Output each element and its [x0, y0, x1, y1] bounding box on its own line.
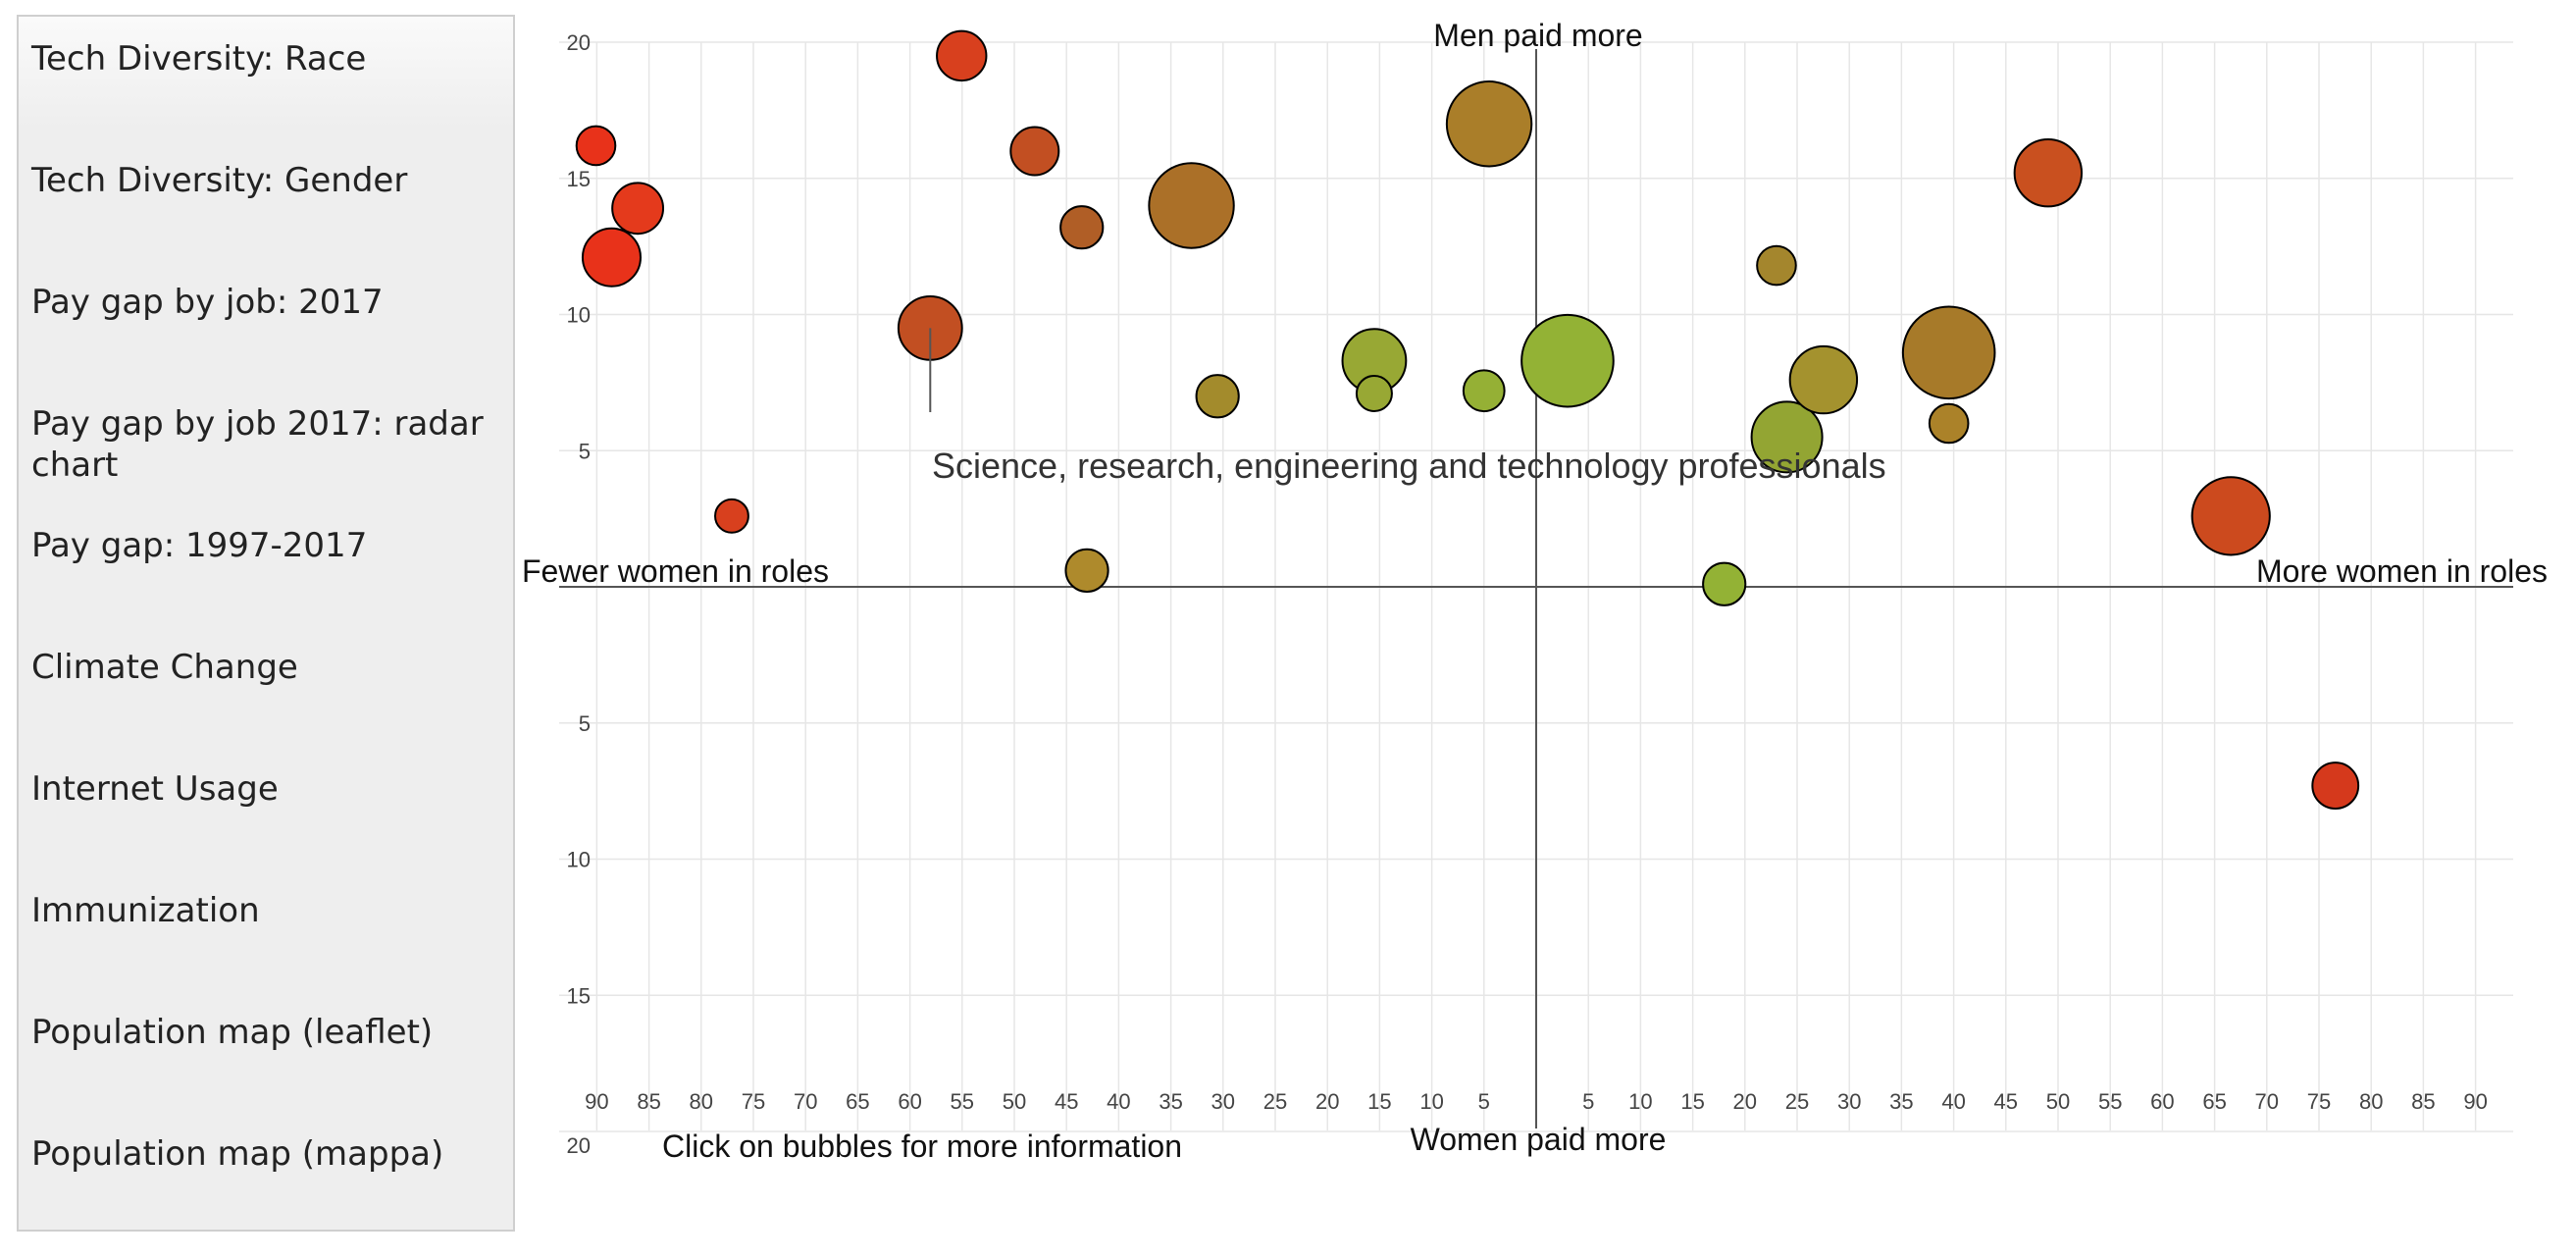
menu-item-immunization[interactable]: Immunization	[31, 891, 260, 930]
bubble[interactable]	[1756, 244, 1797, 287]
x-tick-label: 20	[1315, 1089, 1339, 1114]
bubble[interactable]	[1901, 305, 1996, 400]
x-tick-label: 90	[585, 1089, 608, 1114]
bubble[interactable]	[575, 125, 617, 167]
menu-item-tech-diversity-gender[interactable]: Tech Diversity: Gender	[31, 161, 408, 200]
x-tick-label: 85	[2411, 1089, 2435, 1114]
bubble[interactable]	[1148, 162, 1235, 249]
bubble[interactable]	[1064, 548, 1109, 593]
bubble[interactable]	[1195, 374, 1240, 419]
bubble[interactable]	[1009, 126, 1060, 177]
x-tick-label: 60	[2150, 1089, 2174, 1114]
label-fewer-women: Fewer women in roles	[522, 553, 829, 589]
bubble[interactable]	[1788, 344, 1859, 415]
x-tick-label: 15	[1367, 1089, 1391, 1114]
x-tick-label: 35	[1889, 1089, 1913, 1114]
y-tick-label: 10	[567, 303, 591, 328]
x-tick-label: 80	[2359, 1089, 2383, 1114]
x-tick-label: 15	[1680, 1089, 1704, 1114]
label-men-paid-more: Men paid more	[1433, 18, 1642, 53]
x-tick-label: 25	[1785, 1089, 1809, 1114]
x-tick-label: 45	[1994, 1089, 2018, 1114]
y-tick-label: 20	[567, 1133, 591, 1158]
menu-item-pay-gap-by-job-2017[interactable]: Pay gap by job: 2017	[31, 283, 384, 322]
y-tick-label: 20	[567, 30, 591, 55]
x-tick-label: 50	[1003, 1089, 1026, 1114]
bubble[interactable]	[1445, 80, 1533, 168]
bubble[interactable]	[1520, 313, 1615, 408]
bubble[interactable]	[936, 29, 988, 82]
x-tick-label: 65	[846, 1089, 869, 1114]
menu-item-population-map-mappa[interactable]: Population map (mappa)	[31, 1134, 444, 1174]
bubble[interactable]	[581, 227, 642, 288]
bubble[interactable]	[1702, 561, 1747, 606]
bubble[interactable]	[1750, 400, 1824, 474]
x-tick-label: 40	[1107, 1089, 1130, 1114]
x-tick-label: 55	[951, 1089, 974, 1114]
menu-item-tech-diversity-race[interactable]: Tech Diversity: Race	[31, 39, 367, 79]
y-tick-label: 10	[567, 848, 591, 872]
x-tick-label: 10	[1628, 1089, 1652, 1114]
x-tick-label: 60	[898, 1089, 921, 1114]
x-tick-label: 40	[1941, 1089, 1965, 1114]
x-tick-label: 50	[2046, 1089, 2070, 1114]
bubble[interactable]	[2013, 138, 2084, 208]
x-tick-label: 70	[794, 1089, 817, 1114]
x-tick-label: 90	[2463, 1089, 2487, 1114]
x-tick-label: 65	[2202, 1089, 2226, 1114]
bubble[interactable]	[611, 182, 665, 236]
bubble[interactable]	[2311, 761, 2360, 810]
menu-item-climate-change[interactable]: Climate Change	[31, 648, 298, 687]
hover-category-label: Science, research, engineering and techn…	[932, 446, 1886, 486]
x-tick-label: 25	[1263, 1089, 1287, 1114]
x-tick-label: 75	[742, 1089, 765, 1114]
x-tick-label: 10	[1419, 1089, 1443, 1114]
bubble[interactable]	[714, 498, 749, 534]
bubble[interactable]	[2190, 476, 2271, 556]
x-tick-label: 55	[2098, 1089, 2122, 1114]
y-tick-label: 15	[567, 983, 591, 1008]
bubble[interactable]	[1059, 205, 1105, 250]
bubble[interactable]	[1355, 374, 1393, 412]
sidebar-menu: Tech Diversity: Race Tech Diversity: Gen…	[17, 15, 515, 1232]
bubble[interactable]	[1462, 369, 1506, 413]
menu-item-internet-usage[interactable]: Internet Usage	[31, 769, 279, 809]
x-tick-label: 80	[690, 1089, 713, 1114]
x-tick-label: 85	[637, 1089, 660, 1114]
x-tick-label: 70	[2255, 1089, 2279, 1114]
y-tick-label: 5	[579, 439, 591, 463]
x-tick-label: 35	[1159, 1089, 1182, 1114]
y-tick-label: 5	[579, 711, 591, 736]
bubble[interactable]	[1928, 402, 1970, 445]
label-more-women: More women in roles	[2256, 553, 2548, 589]
x-tick-label: 5	[1582, 1089, 1594, 1114]
x-tick-label: 5	[1478, 1089, 1490, 1114]
y-tick-label: 15	[567, 167, 591, 191]
menu-item-pay-gap-1997-2017[interactable]: Pay gap: 1997-2017	[31, 526, 368, 565]
sidebar-top-highlight	[19, 17, 513, 130]
menu-item-population-map-leaflet[interactable]: Population map (leaflet)	[31, 1013, 434, 1052]
x-tick-label: 30	[1211, 1089, 1235, 1114]
x-tick-label: 75	[2307, 1089, 2331, 1114]
x-tick-label: 45	[1055, 1089, 1078, 1114]
label-women-paid-more: Women paid more	[1411, 1122, 1667, 1157]
menu-item-pay-gap-radar-chart[interactable]: Pay gap by job 2017: radar chart	[31, 404, 484, 485]
footer-instruction: Click on bubbles for more information	[662, 1129, 1182, 1164]
x-tick-label: 30	[1837, 1089, 1861, 1114]
x-tick-label: 20	[1733, 1089, 1757, 1114]
